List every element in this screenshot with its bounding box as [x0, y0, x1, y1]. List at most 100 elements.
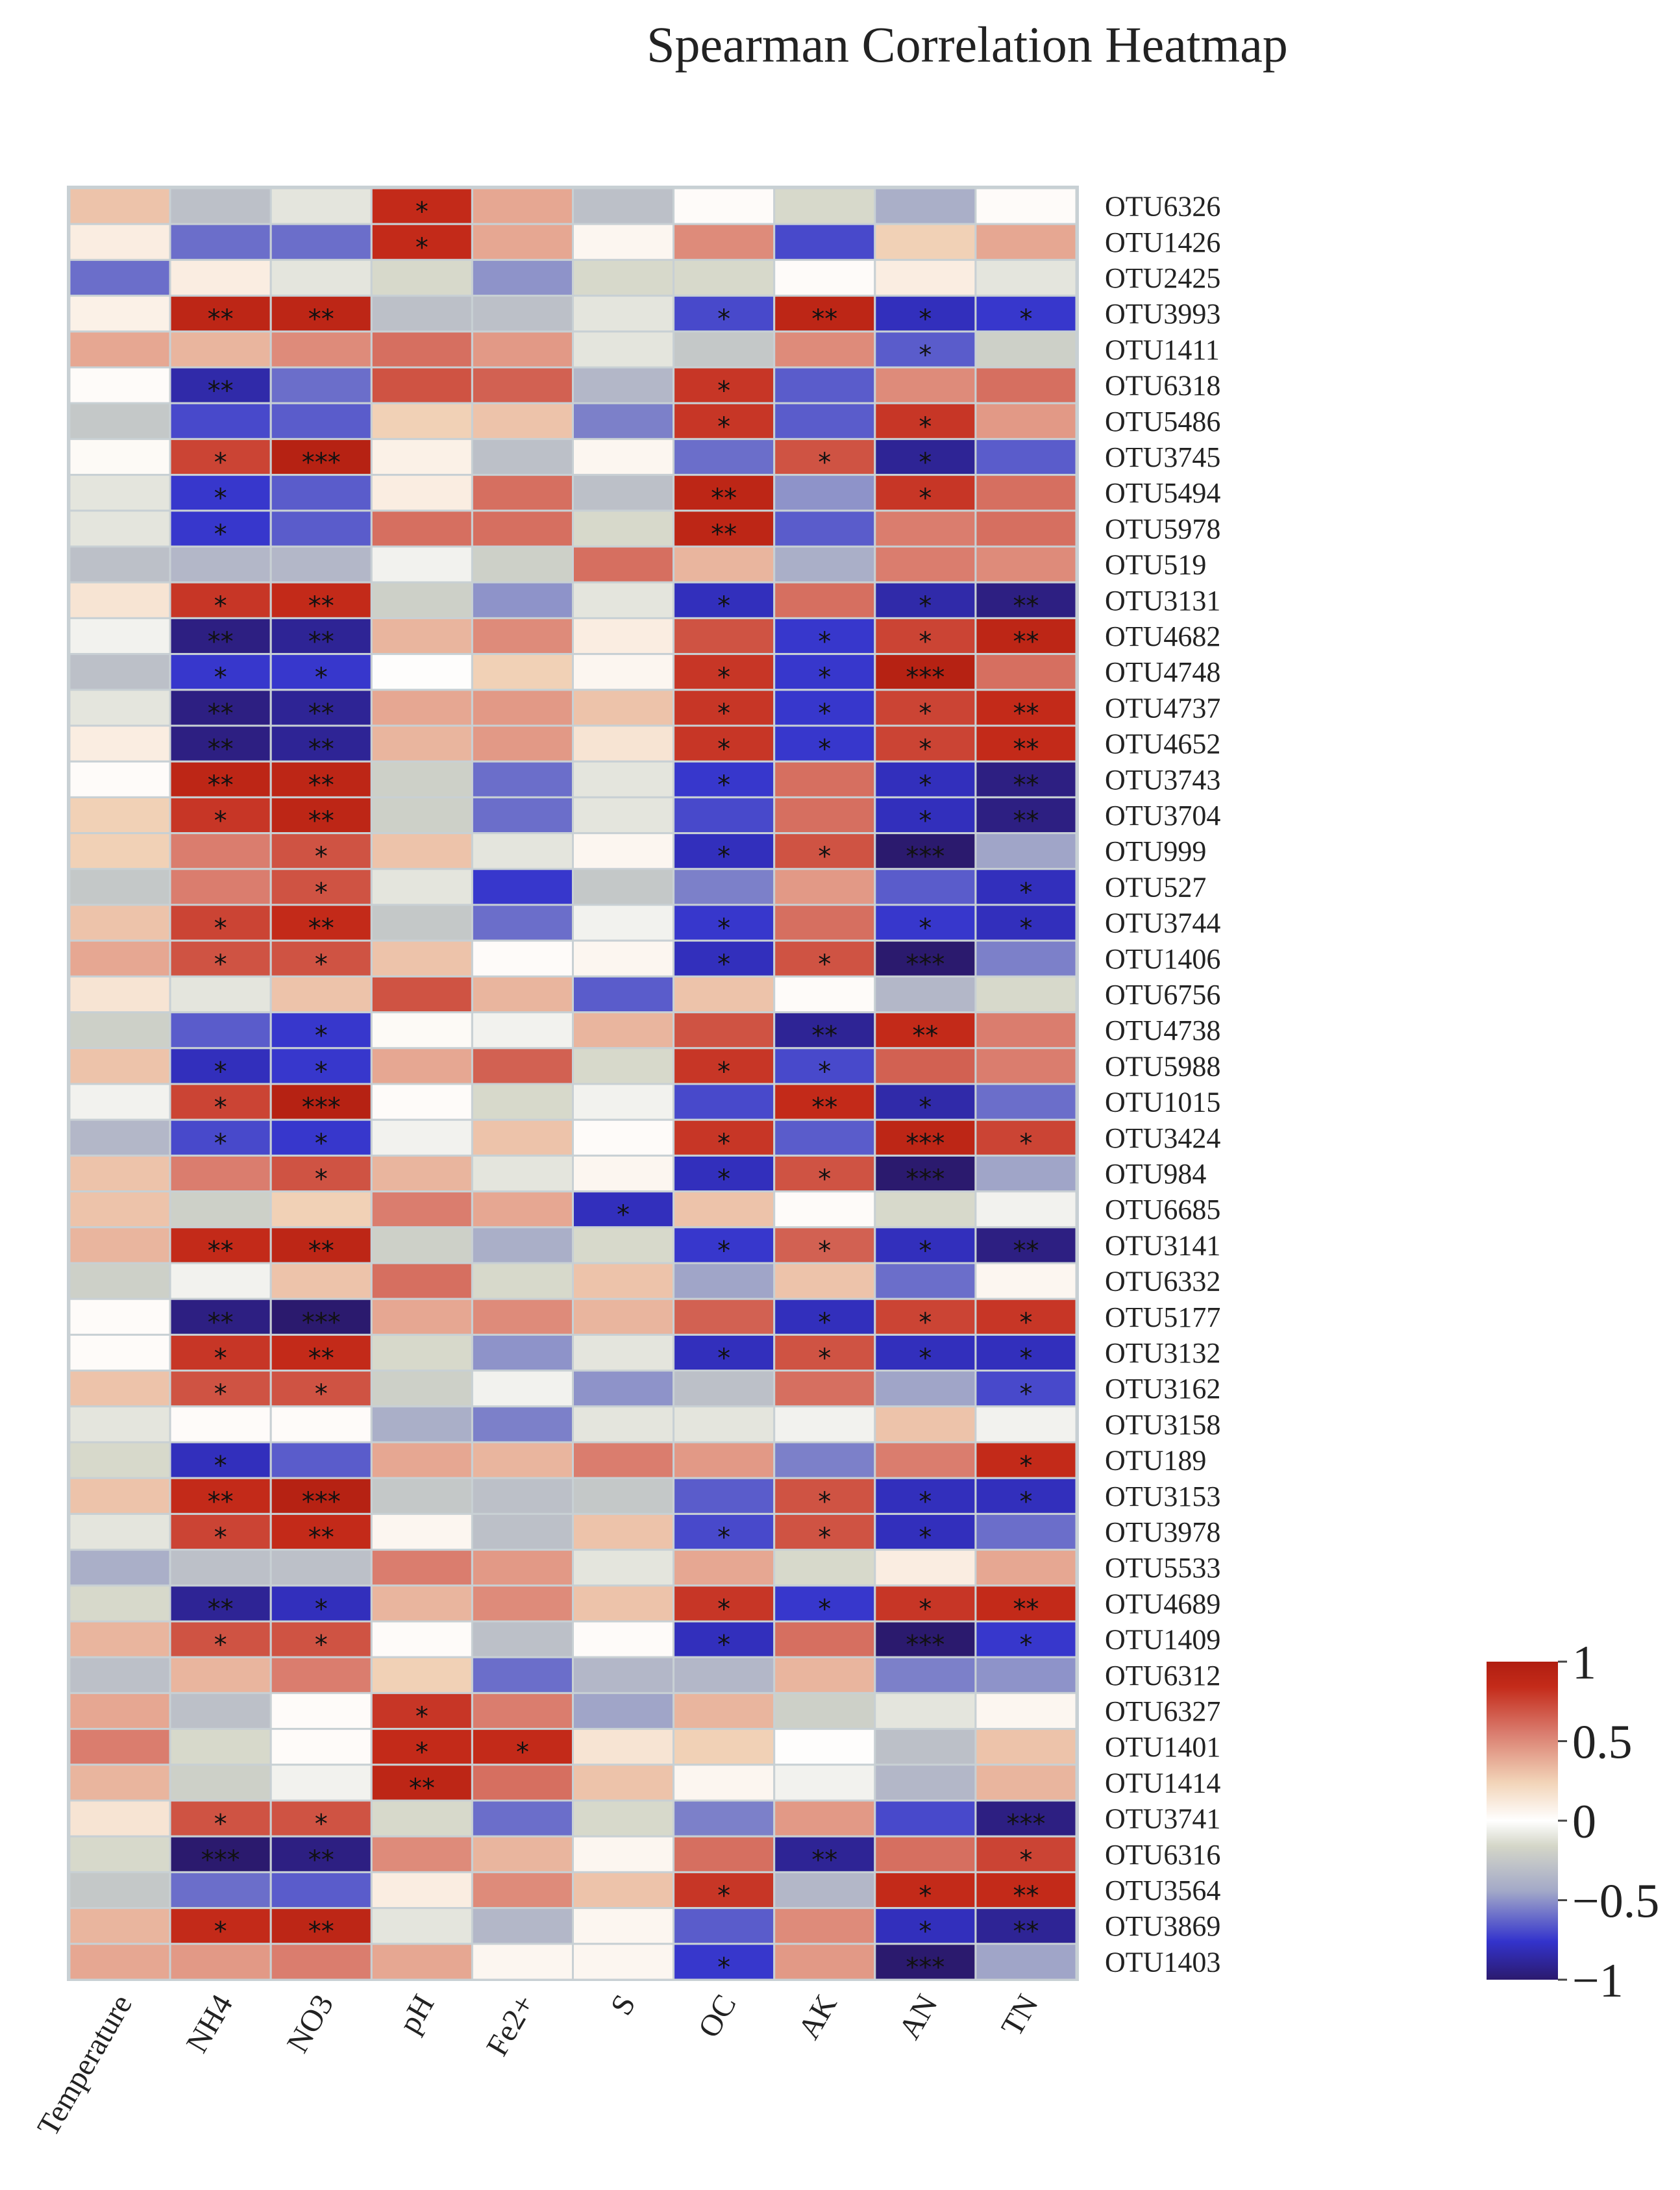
significance-mark: **: [208, 627, 234, 657]
heatmap-cell: [370, 1405, 473, 1444]
significance-mark: *: [1019, 1308, 1032, 1338]
heatmap-cell: [773, 1083, 876, 1121]
significance-mark: *: [214, 1917, 227, 1947]
significance-mark: **: [208, 304, 234, 334]
heatmap-cell: [572, 939, 675, 978]
heatmap-cell: [269, 1692, 373, 1730]
heatmap-cell: [370, 1262, 473, 1300]
heatmap-cell: [269, 653, 373, 691]
heatmap-cell: [269, 510, 373, 548]
heatmap-cell: [974, 1405, 1078, 1444]
heatmap-cell: [974, 1728, 1078, 1766]
heatmap-cell: [572, 1835, 675, 1873]
significance-mark: *: [818, 1164, 831, 1194]
row-label: OTU5988: [1105, 1050, 1220, 1082]
heatmap-cell: [68, 581, 171, 619]
heatmap-cell: [471, 975, 574, 1014]
heatmap-cell: [471, 223, 574, 261]
heatmap-cell: [370, 1118, 473, 1157]
heatmap-cell: [974, 1692, 1078, 1730]
heatmap-cell: [269, 1512, 373, 1551]
heatmap-cell: [773, 1907, 876, 1945]
row-label: OTU4748: [1105, 656, 1220, 688]
significance-mark: **: [912, 1021, 938, 1051]
heatmap-cell: [471, 1512, 574, 1551]
heatmap-cell: [169, 545, 272, 584]
row-label: OTU3978: [1105, 1516, 1220, 1548]
heatmap-cell: [874, 975, 977, 1014]
row-label: OTU189: [1105, 1445, 1206, 1477]
heatmap-cell: [269, 330, 373, 369]
row-label: OTU6326: [1105, 191, 1220, 223]
row-label: OTU3743: [1105, 764, 1220, 796]
heatmap-cell: [269, 796, 373, 835]
heatmap-cell: [269, 1047, 373, 1085]
heatmap-cell: [269, 1656, 373, 1694]
heatmap-cell: [68, 1728, 171, 1766]
significance-mark: *: [818, 950, 831, 979]
heatmap-cell: [773, 653, 876, 691]
significance-mark: **: [1013, 806, 1039, 836]
heatmap-cell: [471, 689, 574, 727]
heatmap-cell: [673, 832, 776, 870]
heatmap-cell: [673, 868, 776, 906]
heatmap-cell: [169, 1190, 272, 1229]
colorbar-tick-label: −0.5: [1572, 1875, 1659, 1928]
significance-mark: *: [214, 1379, 227, 1409]
heatmap-cell: [673, 1584, 776, 1623]
significance-mark: *: [717, 1594, 730, 1624]
heatmap-cell: [68, 1118, 171, 1157]
row-label: OTU5177: [1105, 1301, 1220, 1333]
column-label: Fe2+: [480, 1989, 541, 2061]
heatmap-cell: [68, 1011, 171, 1050]
significance-mark: *: [717, 950, 730, 979]
heatmap-cell: [68, 832, 171, 870]
heatmap-cell: [572, 1477, 675, 1515]
significance-mark: ***: [906, 950, 945, 979]
heatmap-cell: [370, 832, 473, 870]
heatmap-cell: [673, 617, 776, 656]
significance-mark: *: [717, 1881, 730, 1911]
heatmap-cell: [572, 366, 675, 404]
significance-mark: *: [1019, 1487, 1032, 1517]
heatmap-cell: [974, 1943, 1078, 1981]
heatmap-cell: [572, 1083, 675, 1121]
significance-mark: *: [919, 770, 932, 800]
significance-mark: ***: [1006, 1810, 1045, 1839]
significance-mark: **: [308, 304, 334, 334]
heatmap-cell: [269, 1943, 373, 1981]
significance-mark: *: [717, 735, 730, 765]
heatmap-cell: [269, 1620, 373, 1658]
heatmap-cell: [773, 1871, 876, 1910]
significance-mark: *: [919, 735, 932, 765]
heatmap-cell: [68, 295, 171, 333]
heatmap-cell: [370, 581, 473, 619]
significance-mark: *: [818, 448, 831, 478]
heatmap-cell: [68, 1799, 171, 1838]
heatmap-cell: [974, 366, 1078, 404]
heatmap-cell: [572, 617, 675, 656]
heatmap-cell: [370, 258, 473, 297]
heatmap-cell: [269, 868, 373, 906]
heatmap-cell: [471, 295, 574, 333]
heatmap-cell: [269, 366, 373, 404]
heatmap-cell: [269, 581, 373, 619]
heatmap-cell: [874, 545, 977, 584]
heatmap-cell: [269, 724, 373, 763]
heatmap-cell: [874, 1405, 977, 1444]
heatmap-cell: [68, 1154, 171, 1193]
significance-mark: *: [717, 376, 730, 406]
heatmap-cell: [572, 1047, 675, 1085]
row-label: OTU5494: [1105, 477, 1220, 509]
significance-mark: *: [818, 1236, 831, 1266]
heatmap-cell: [572, 1764, 675, 1802]
heatmap-cell: [370, 904, 473, 942]
significance-mark: **: [1013, 1881, 1039, 1911]
heatmap-cell: [269, 1764, 373, 1802]
heatmap-cell: [269, 1226, 373, 1264]
heatmap-cell: [572, 402, 675, 440]
heatmap-cell: [673, 366, 776, 404]
heatmap-cell: [874, 1011, 977, 1050]
heatmap-cell: [673, 1871, 776, 1910]
heatmap-cell: [68, 760, 171, 798]
